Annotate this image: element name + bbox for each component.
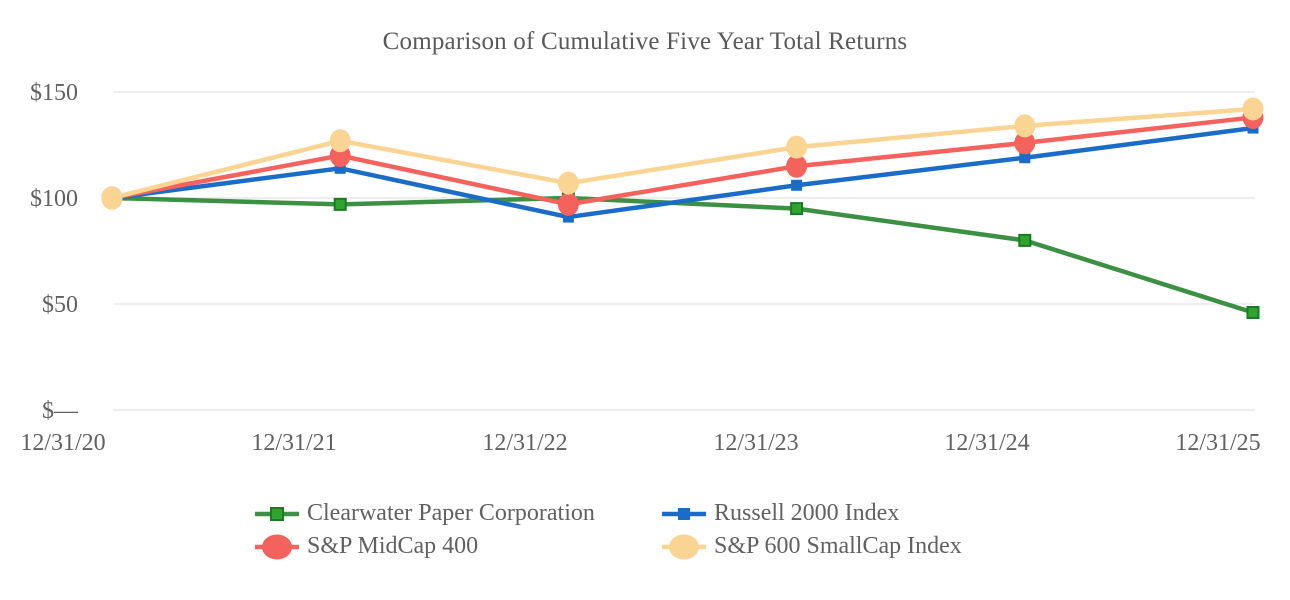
series-line-1 bbox=[109, 125, 1256, 220]
legend-marker bbox=[262, 534, 292, 559]
x-tick-label: 12/31/22 bbox=[482, 430, 567, 456]
series-marker bbox=[786, 154, 808, 178]
series-marker bbox=[334, 162, 346, 174]
y-tick-label: $100 bbox=[30, 186, 78, 212]
legend-marker bbox=[669, 534, 699, 559]
series-marker bbox=[333, 197, 347, 211]
series-marker bbox=[101, 186, 123, 210]
legend-marker bbox=[678, 507, 690, 520]
series-marker bbox=[786, 135, 808, 159]
green-square-line-icon bbox=[255, 506, 299, 521]
legend-item-sp-600-smallcap: S&P 600 SmallCap Index bbox=[662, 532, 962, 562]
legend-item-russell-2000: Russell 2000 Index bbox=[662, 499, 962, 529]
series-marker bbox=[1019, 152, 1031, 164]
x-tick-label: 12/31/20 bbox=[20, 430, 105, 456]
chart-title: Comparison of Cumulative Five Year Total… bbox=[382, 28, 908, 55]
series-marker bbox=[1246, 305, 1260, 319]
legend-item-sp-midcap-400: S&P MidCap 400 bbox=[255, 532, 662, 562]
series-marker bbox=[1014, 114, 1036, 138]
legend-label: Russell 2000 Index bbox=[714, 500, 900, 526]
y-tick-label: $50 bbox=[42, 292, 78, 318]
red-circle-line-icon bbox=[255, 534, 299, 559]
x-tick-label: 12/31/25 bbox=[1175, 430, 1260, 456]
series-marker bbox=[557, 192, 579, 216]
legend-item-clearwater-paper: Clearwater Paper Corporation bbox=[255, 499, 662, 529]
yellow-circle-line-icon bbox=[662, 534, 706, 559]
series-marker bbox=[562, 211, 574, 223]
series-marker bbox=[791, 179, 803, 191]
series-marker bbox=[1014, 131, 1036, 155]
x-tick-label: 12/31/23 bbox=[713, 430, 798, 456]
x-tick-label: 12/31/24 bbox=[944, 430, 1029, 456]
legend-marker bbox=[270, 506, 284, 521]
y-tick-label: $— bbox=[42, 398, 79, 424]
legend-label: Clearwater Paper Corporation bbox=[307, 500, 595, 526]
y-tick-label: $150 bbox=[30, 80, 78, 106]
series-line-3 bbox=[109, 106, 1256, 201]
legend-label: S&P MidCap 400 bbox=[307, 533, 479, 559]
x-tick-label: 12/31/21 bbox=[251, 430, 336, 456]
legend-label: S&P 600 SmallCap Index bbox=[714, 533, 962, 559]
series-marker bbox=[790, 202, 804, 216]
blue-square-line-icon bbox=[662, 507, 706, 520]
legend: Clearwater Paper Corporation Russell 200… bbox=[255, 497, 962, 563]
series-marker bbox=[1018, 233, 1032, 247]
series-line-2 bbox=[109, 115, 1256, 207]
series-marker bbox=[329, 129, 351, 153]
series-marker bbox=[1242, 97, 1264, 121]
series-line-0 bbox=[109, 195, 1256, 315]
series-marker bbox=[557, 171, 579, 195]
